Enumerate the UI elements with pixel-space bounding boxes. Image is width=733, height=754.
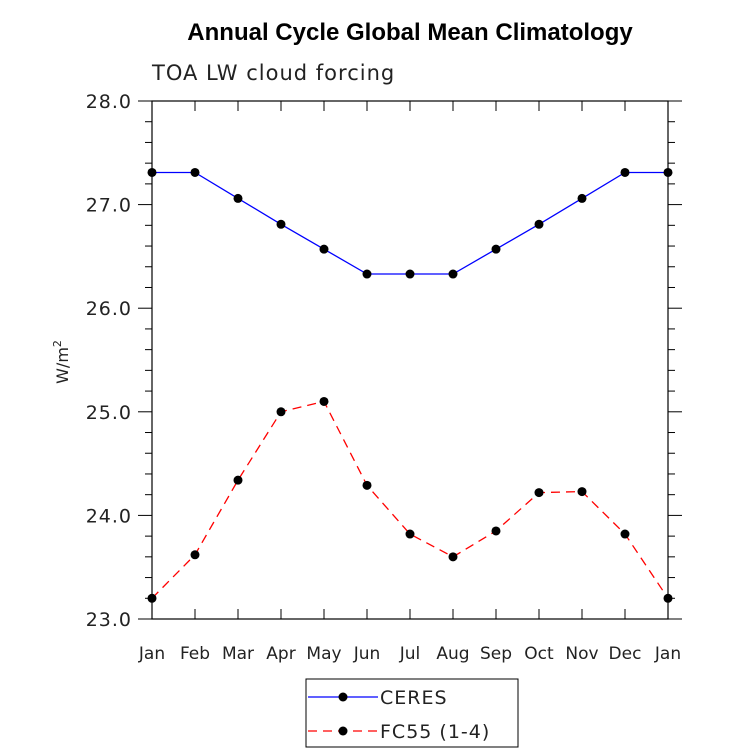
x-tick-label: Jan <box>138 644 165 664</box>
y-tick-label: 25.0 <box>86 402 132 424</box>
data-point <box>577 193 587 203</box>
chart-subtitle: TOA LW cloud forcing <box>151 61 395 85</box>
data-point <box>663 167 673 177</box>
plot-frame <box>151 100 669 620</box>
x-tick-label: Apr <box>266 644 295 664</box>
data-point <box>276 219 286 229</box>
x-tick-label: Dec <box>609 644 642 664</box>
legend-marker <box>338 726 348 736</box>
x-tick-label: May <box>306 644 341 664</box>
x-tick-label: Oct <box>524 644 554 664</box>
data-point <box>147 593 157 603</box>
data-point <box>319 396 329 406</box>
data-point <box>233 193 243 203</box>
x-tick-label: Jan <box>654 644 681 664</box>
y-axis-label: W/m2 <box>51 340 72 384</box>
svg-text:W/m2: W/m2 <box>51 340 72 384</box>
data-point <box>620 529 630 539</box>
data-point <box>147 167 157 177</box>
data-point <box>233 475 243 485</box>
y-tick-label: 28.0 <box>86 91 132 113</box>
x-tick-label: Jul <box>399 644 421 664</box>
data-point <box>276 407 286 417</box>
data-point <box>405 529 415 539</box>
data-point <box>405 269 415 279</box>
series-line <box>151 400 669 599</box>
legend-label: CERES <box>380 687 448 709</box>
legend: CERES FC55 (1-4) <box>305 678 519 748</box>
series-layer <box>147 167 673 603</box>
y-tick-label: 24.0 <box>86 505 132 527</box>
legend-label: FC55 (1-4) <box>380 721 490 743</box>
data-point <box>534 219 544 229</box>
y-axis-label-superscript: 2 <box>51 340 64 347</box>
data-point <box>190 167 200 177</box>
y-tick-label: 26.0 <box>86 298 132 320</box>
data-point <box>534 488 544 498</box>
x-tick-label: Mar <box>222 644 254 664</box>
data-point <box>663 593 673 603</box>
legend-box <box>305 678 519 748</box>
data-point <box>448 269 458 279</box>
x-tick-label: Aug <box>436 644 469 664</box>
x-tick-label: Sep <box>480 644 512 664</box>
data-point <box>620 167 630 177</box>
x-tick-label: Nov <box>565 644 598 664</box>
y-axis-label-text: W/m <box>53 347 72 384</box>
data-point <box>319 244 329 254</box>
data-point <box>362 480 372 490</box>
series-1 <box>147 396 673 603</box>
data-point <box>491 526 501 536</box>
series-line <box>152 171 668 275</box>
data-point <box>491 244 501 254</box>
y-tick-label: 23.0 <box>86 609 132 631</box>
data-point <box>448 552 458 562</box>
legend-marker <box>338 692 348 702</box>
x-tick-label: Feb <box>180 644 210 664</box>
axis-ticks: Jan Feb Mar Apr May Jun Jul Aug Sep Oct Nov Dec Jan 2… <box>86 91 682 664</box>
data-point <box>577 487 587 497</box>
data-point <box>362 269 372 279</box>
x-tick-label: Jun <box>353 644 381 664</box>
chart-title: Annual Cycle Global Mean Climatology <box>187 19 633 46</box>
y-tick-label: 27.0 <box>86 195 132 217</box>
series-0 <box>147 167 673 279</box>
data-point <box>190 550 200 560</box>
